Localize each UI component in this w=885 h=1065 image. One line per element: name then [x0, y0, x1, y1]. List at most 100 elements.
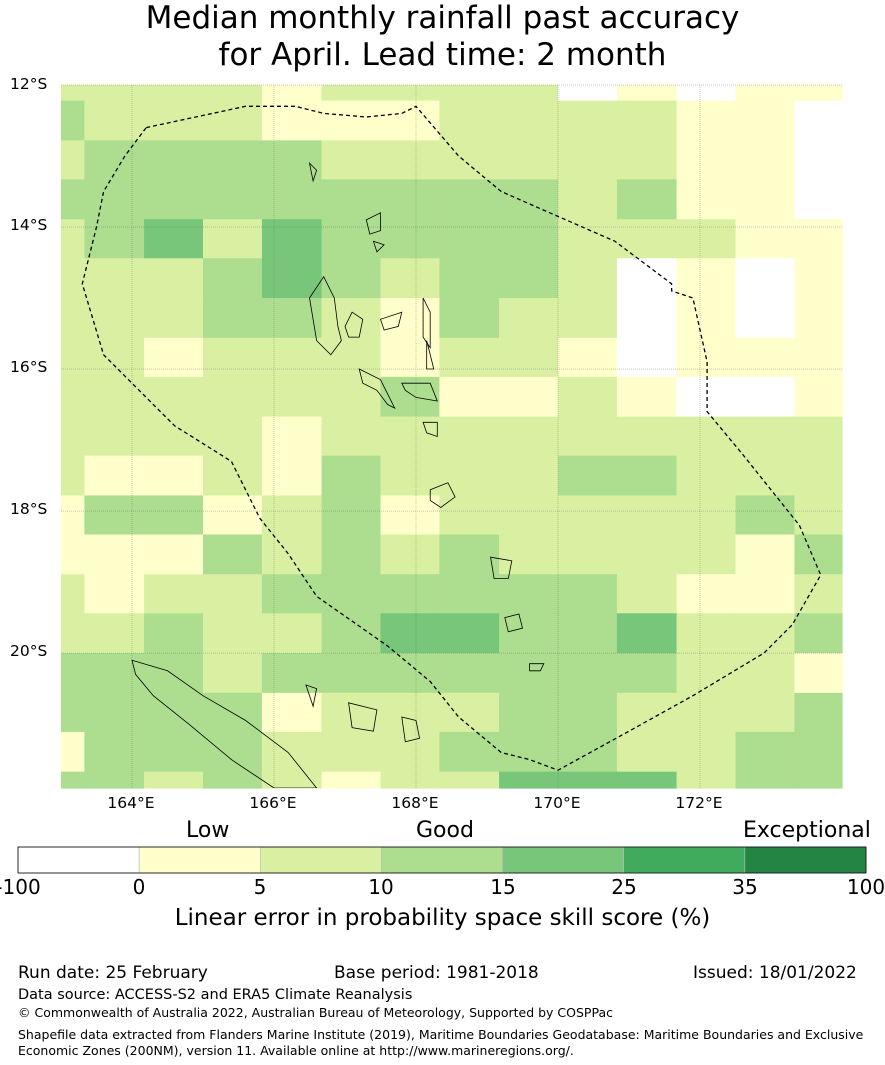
- grid-cell: [261, 100, 323, 141]
- grid-cell: [380, 219, 441, 259]
- island-outline: [422, 421, 438, 438]
- grid-cell: [499, 416, 559, 457]
- grid-cell: [84, 298, 145, 339]
- grid-cell: [735, 771, 796, 789]
- grid-cell: [203, 258, 263, 299]
- grid-cell: [616, 219, 678, 259]
- lat-label-14s: 14°S: [10, 216, 48, 234]
- island-outline: [490, 556, 513, 579]
- grid-cell: [676, 692, 737, 733]
- colorbar-segment: [744, 846, 867, 874]
- grid-cell: [380, 653, 441, 694]
- grid-cell: [616, 85, 678, 102]
- grid-cell: [676, 258, 737, 299]
- grid-cell: [558, 653, 618, 694]
- grid-cell: [61, 731, 86, 773]
- grid-cell: [84, 495, 145, 536]
- grid-cell: [616, 731, 678, 773]
- grid-cell: [61, 455, 86, 497]
- grid-cell: [439, 534, 500, 575]
- grid-cell: [380, 416, 441, 457]
- grid-cell: [735, 692, 796, 733]
- grid-cell: [735, 574, 796, 614]
- category-good: Good: [416, 818, 474, 843]
- grid-cell: [203, 85, 263, 102]
- grid-cell: [84, 731, 145, 773]
- grid-cell: [616, 574, 678, 614]
- grid-cell: [794, 219, 843, 259]
- grid-cell: [558, 337, 618, 378]
- grid-cell: [735, 653, 796, 694]
- grid-cell: [61, 179, 86, 220]
- grid-cell: [794, 771, 843, 789]
- grid-cell: [616, 140, 678, 181]
- grid-cell: [84, 416, 145, 457]
- grid-cell: [61, 100, 86, 141]
- run-date: Run date: 25 February: [18, 963, 208, 983]
- grid-cell: [499, 771, 559, 789]
- grid-cell: [794, 140, 843, 181]
- grid-cell: [439, 337, 500, 378]
- grid-cell: [321, 298, 382, 339]
- grid-cell: [261, 376, 323, 418]
- grid-cell: [735, 258, 796, 299]
- colorbar-tick: -100: [0, 875, 41, 899]
- grid-cell: [558, 613, 618, 654]
- island-outline: [429, 482, 456, 508]
- island-outline: [401, 382, 438, 402]
- grid-cell: [499, 653, 559, 694]
- grid-cell: [794, 85, 843, 102]
- shapefile-credit-1: Shapefile data extracted from Flanders M…: [18, 1027, 864, 1042]
- grid-cell: [676, 574, 737, 614]
- grid-cell: [439, 495, 500, 536]
- colorbar-tick: 100: [846, 875, 885, 899]
- grid-cell: [321, 455, 382, 497]
- grid-cell: [616, 337, 678, 378]
- colorbar-segment: [259, 846, 382, 874]
- issued-date: Issued: 18/01/2022: [693, 963, 857, 983]
- grid-cell: [794, 337, 843, 378]
- grid-cell: [61, 574, 86, 614]
- grid-cell: [61, 653, 86, 694]
- grid-cell: [380, 731, 441, 773]
- grid-cell: [439, 416, 500, 457]
- colorbar-segment: [138, 846, 261, 874]
- grid-cell: [439, 298, 500, 339]
- grid-cell: [794, 455, 843, 497]
- grid-cell: [499, 613, 559, 654]
- colorbar-tick: 25: [611, 875, 637, 899]
- grid-cell: [676, 140, 737, 181]
- grid-cell: [203, 653, 263, 694]
- grid-cell: [203, 495, 263, 536]
- grid-cell: [794, 692, 843, 733]
- island-outline: [131, 659, 318, 788]
- grid-cell: [499, 455, 559, 497]
- grid-cell: [558, 219, 618, 259]
- grid-cell: [61, 85, 86, 102]
- grid-cell: [558, 179, 618, 220]
- grid-cell: [321, 85, 382, 102]
- grid-cell: [794, 376, 843, 418]
- grid-cell: [499, 731, 559, 773]
- grid-cell: [144, 219, 204, 259]
- grid-cell: [676, 731, 737, 773]
- lat-label-16s: 16°S: [10, 358, 48, 376]
- island-outline: [348, 702, 378, 732]
- island-outline: [344, 311, 364, 338]
- lon-label-172e: 172°E: [675, 794, 723, 812]
- grid-cell: [261, 574, 323, 614]
- grid-cell: [144, 495, 204, 536]
- grid-cell: [321, 376, 382, 418]
- grid-cell: [84, 771, 145, 789]
- grid-cell: [676, 653, 737, 694]
- grid-cell: [380, 100, 441, 141]
- grid-cell: [676, 416, 737, 457]
- island-outline: [379, 311, 403, 331]
- grid-cell: [321, 731, 382, 773]
- grid-cell: [558, 495, 618, 536]
- grid-cell: [794, 653, 843, 694]
- title-line-1: Median monthly rainfall past accuracy: [145, 0, 740, 36]
- grid-cell: [144, 731, 204, 773]
- grid-cell: [261, 613, 323, 654]
